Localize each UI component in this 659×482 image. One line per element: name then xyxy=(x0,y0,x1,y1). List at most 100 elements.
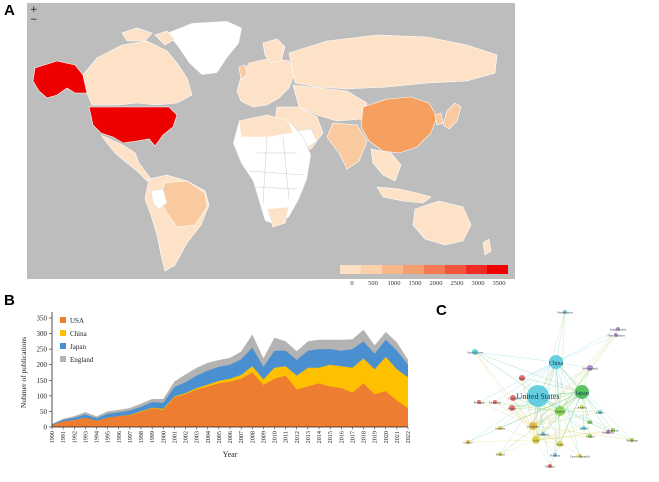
network-node xyxy=(532,436,540,444)
x-tick-label: 2004 xyxy=(205,431,212,443)
network-node xyxy=(549,355,563,369)
network-node-label: Brazil xyxy=(580,427,588,431)
x-tick-label: 1994 xyxy=(94,431,101,443)
network-edge xyxy=(559,410,581,457)
network-edge xyxy=(532,311,566,427)
network-node-label: Austria xyxy=(577,406,587,410)
map-korea xyxy=(434,112,444,126)
network-edge xyxy=(555,361,633,441)
legend-tick-label: 2500 xyxy=(451,280,464,287)
network-edge xyxy=(467,439,537,443)
x-tick-label: 2021 xyxy=(394,431,401,443)
network-edge xyxy=(535,421,591,441)
x-tick-label: 2001 xyxy=(171,431,178,443)
network-edge xyxy=(535,391,583,441)
x-tick-label: 1997 xyxy=(127,431,134,443)
network-node xyxy=(548,464,552,468)
network-node-label: China xyxy=(549,361,564,367)
x-tick-label: 1991 xyxy=(60,431,67,443)
network-edge xyxy=(555,361,561,445)
y-tick-label: 300 xyxy=(37,330,48,338)
x-tick-label: 2003 xyxy=(194,431,201,443)
network-edge xyxy=(474,351,534,427)
network-node-label: Switzerland xyxy=(582,367,598,371)
network-node xyxy=(580,405,584,409)
network-edge xyxy=(511,407,534,427)
map-africa-borders xyxy=(248,136,304,204)
network-edge xyxy=(535,431,609,441)
network-node-label: India xyxy=(519,377,526,381)
network-node xyxy=(519,375,525,381)
network-edge xyxy=(559,410,601,413)
legend-swatch-china xyxy=(60,330,66,336)
network-edge xyxy=(555,328,619,363)
legend-swatch-england xyxy=(60,356,66,362)
legend-tick-label: 500 xyxy=(368,280,378,287)
network-edge xyxy=(537,395,551,467)
network-node xyxy=(553,453,557,457)
legend-label-usa: USA xyxy=(70,317,84,325)
legend-tick-label: 2000 xyxy=(430,280,443,287)
x-tick-label: 2019 xyxy=(372,431,379,443)
map-africa xyxy=(232,114,312,226)
network-edge xyxy=(512,397,537,441)
network-node xyxy=(630,438,634,442)
network-node xyxy=(606,430,610,434)
collaboration-network: United States China Japan England South Kore… xyxy=(463,310,638,469)
network-node xyxy=(527,385,549,407)
legend-label-japan: Japan xyxy=(70,343,86,351)
map-canada-islands xyxy=(121,27,176,46)
network-node xyxy=(541,432,545,436)
y-tick-label: 200 xyxy=(37,361,48,369)
network-edge xyxy=(499,439,537,455)
x-tick-label: 1990 xyxy=(49,431,56,443)
legend-tick-label: 1500 xyxy=(409,280,422,287)
network-edge xyxy=(532,328,619,427)
network-node-label: United States xyxy=(517,392,560,401)
x-tick-label: 2015 xyxy=(327,431,334,443)
map-color-legend: 0 500 1000 1500 2000 2500 3000 3500 xyxy=(340,265,512,287)
network-node-label: Portugal xyxy=(474,401,485,405)
zoom-in-button[interactable]: + xyxy=(30,5,38,15)
x-tick-label: 2012 xyxy=(294,431,301,443)
x-tick-label: 1999 xyxy=(149,431,156,443)
map-greenland xyxy=(166,20,243,76)
network-edge xyxy=(532,334,617,427)
network-edge xyxy=(581,391,614,431)
network-edge xyxy=(474,351,557,363)
network-node-label: New Zealand xyxy=(607,334,624,338)
network-node xyxy=(472,349,478,355)
legend-swatch xyxy=(382,265,403,274)
network-edge xyxy=(535,429,614,441)
network-node xyxy=(477,400,481,404)
network-node xyxy=(588,420,592,424)
network-edge xyxy=(535,439,561,445)
map-india xyxy=(326,122,368,170)
x-tick-label: 2020 xyxy=(383,431,390,443)
network-edge xyxy=(535,367,591,441)
legend-swatch xyxy=(403,265,424,274)
network-edge xyxy=(535,427,585,441)
network-edge xyxy=(521,377,583,393)
network-node-label: Iran xyxy=(587,421,593,425)
network-node xyxy=(578,454,582,458)
map-indonesia xyxy=(376,186,432,204)
map-japan xyxy=(442,102,462,130)
network-edge xyxy=(537,395,614,431)
zoom-out-button[interactable]: − xyxy=(30,15,38,25)
network-edge xyxy=(478,361,557,403)
network-edge xyxy=(555,311,566,363)
network-edge xyxy=(499,395,539,455)
network-edge xyxy=(581,391,591,437)
panel-b-label: B xyxy=(4,292,15,309)
x-tick-label: 2008 xyxy=(249,431,256,443)
network-edge xyxy=(555,361,561,412)
map-usa xyxy=(88,106,178,147)
network-node xyxy=(575,385,589,399)
network-node xyxy=(614,333,618,337)
map-europe xyxy=(236,57,296,108)
legend-swatch xyxy=(466,265,487,274)
network-edge xyxy=(559,334,617,412)
legend-swatch xyxy=(487,265,508,274)
map-australia xyxy=(412,200,472,246)
